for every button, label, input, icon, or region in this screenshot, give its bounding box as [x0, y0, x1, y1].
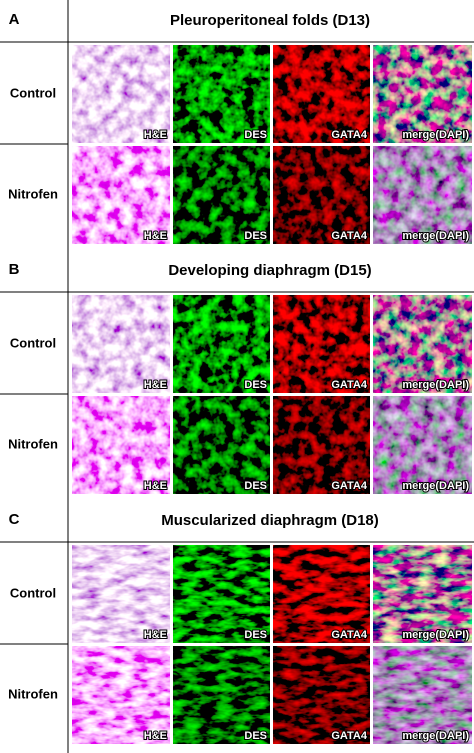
panel-label: GATA4 — [331, 629, 368, 641]
panel-label: GATA4 — [331, 730, 368, 742]
panel-label: GATA4 — [331, 230, 368, 242]
micrograph — [72, 146, 170, 244]
micrograph — [373, 146, 472, 244]
panel-label: merge(DAPI) — [402, 629, 469, 641]
panel-label: DES — [244, 480, 267, 492]
section-letter: C — [9, 511, 20, 528]
section-letter: B — [9, 261, 20, 278]
micrograph — [273, 545, 370, 643]
micrograph — [173, 146, 270, 244]
micrograph — [72, 646, 170, 744]
panel-label: DES — [244, 129, 267, 141]
panel-label: merge(DAPI) — [402, 379, 469, 391]
micrograph — [72, 545, 170, 643]
micrograph — [173, 396, 270, 494]
panel-label: GATA4 — [331, 480, 368, 492]
row-label: Nitrofen — [8, 436, 58, 451]
panel-label: H&E — [144, 480, 167, 492]
micrograph — [173, 646, 270, 744]
panel-label: merge(DAPI) — [402, 129, 469, 141]
micrograph — [273, 646, 370, 744]
micrograph — [373, 545, 472, 643]
panel-label: H&E — [144, 730, 167, 742]
panel-label: H&E — [144, 230, 167, 242]
micrograph — [273, 146, 370, 244]
section-title: Developing diaphragm (D15) — [168, 262, 371, 279]
row-label: Control — [10, 85, 56, 100]
micrograph — [273, 295, 370, 393]
panel-label: DES — [244, 730, 267, 742]
micrograph — [273, 45, 370, 143]
panel-label: DES — [244, 379, 267, 391]
section-title: Muscularized diaphragm (D18) — [161, 512, 379, 529]
section-letter: A — [9, 11, 20, 28]
micrograph — [373, 396, 472, 494]
panel-label: H&E — [144, 629, 167, 641]
panel-label: H&E — [144, 379, 167, 391]
micrograph — [173, 545, 270, 643]
micrograph — [173, 45, 270, 143]
panel-label: merge(DAPI) — [402, 480, 469, 492]
panel-label: GATA4 — [331, 129, 368, 141]
row-label: Control — [10, 335, 56, 350]
micrograph — [72, 295, 170, 393]
micrograph — [373, 295, 472, 393]
section-title: Pleuroperitoneal folds (D13) — [170, 12, 370, 29]
micrograph — [373, 45, 472, 143]
micrograph — [173, 295, 270, 393]
panel-label: merge(DAPI) — [402, 730, 469, 742]
row-label: Nitrofen — [8, 186, 58, 201]
micrograph — [273, 396, 370, 494]
row-label: Nitrofen — [8, 686, 58, 701]
panel-label: H&E — [144, 129, 167, 141]
panel-label: DES — [244, 629, 267, 641]
panel-label: GATA4 — [331, 379, 368, 391]
row-label: Control — [10, 585, 56, 600]
panel-label: DES — [244, 230, 267, 242]
micrograph — [373, 646, 472, 744]
micrograph — [72, 45, 170, 143]
panel-label: merge(DAPI) — [402, 230, 469, 242]
micrograph — [72, 396, 170, 494]
